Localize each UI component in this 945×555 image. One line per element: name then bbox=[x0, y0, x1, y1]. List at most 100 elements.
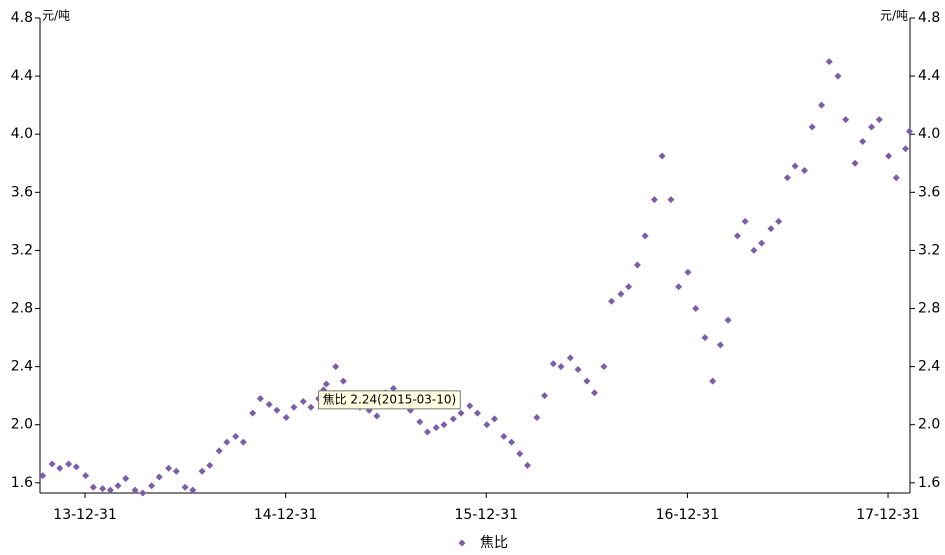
point bbox=[791, 162, 799, 170]
point bbox=[750, 246, 758, 254]
point bbox=[758, 239, 766, 247]
point bbox=[239, 438, 247, 446]
point bbox=[523, 461, 531, 469]
point bbox=[265, 400, 273, 408]
point bbox=[249, 409, 257, 417]
point bbox=[600, 363, 608, 371]
x-tick-label: 17-12-31 bbox=[856, 507, 920, 523]
y-tick-label: 3.6 bbox=[11, 184, 33, 200]
tooltip-text: 焦比 2.24(2015-03-10) bbox=[323, 392, 457, 406]
point bbox=[825, 58, 833, 66]
point bbox=[724, 316, 732, 324]
point bbox=[339, 377, 347, 385]
point bbox=[658, 152, 666, 160]
point bbox=[741, 217, 749, 225]
y2-tick-label: 2.8 bbox=[918, 301, 940, 317]
point bbox=[875, 116, 883, 124]
point bbox=[473, 409, 481, 417]
point bbox=[198, 467, 206, 475]
point bbox=[99, 485, 107, 493]
point bbox=[48, 460, 56, 468]
y2-tick-label: 3.6 bbox=[918, 184, 940, 200]
point bbox=[834, 72, 842, 80]
point bbox=[574, 366, 582, 374]
point bbox=[617, 290, 625, 298]
point bbox=[273, 406, 281, 414]
point bbox=[114, 482, 122, 490]
point bbox=[223, 438, 231, 446]
point bbox=[232, 432, 240, 440]
point bbox=[39, 472, 47, 480]
y2-tick-label: 4.0 bbox=[918, 126, 940, 142]
point bbox=[165, 464, 173, 472]
point bbox=[557, 363, 565, 371]
point bbox=[541, 392, 549, 400]
point bbox=[818, 101, 826, 109]
point bbox=[650, 196, 658, 204]
y2-axis-label: 元/吨 bbox=[880, 9, 908, 23]
point bbox=[89, 483, 97, 491]
y-tick-label: 2.4 bbox=[11, 359, 33, 375]
y-tick-label: 2.0 bbox=[11, 417, 33, 433]
point bbox=[466, 402, 474, 410]
point bbox=[206, 461, 214, 469]
legend-marker bbox=[458, 539, 466, 547]
point bbox=[432, 424, 440, 432]
point bbox=[733, 232, 741, 240]
point bbox=[181, 483, 189, 491]
point bbox=[389, 384, 397, 392]
y-tick-label: 4.0 bbox=[11, 126, 33, 142]
y-axis-label: 元/吨 bbox=[42, 9, 70, 23]
point bbox=[290, 403, 298, 411]
point bbox=[106, 486, 114, 494]
point bbox=[122, 474, 130, 482]
point bbox=[608, 297, 616, 305]
point bbox=[500, 432, 508, 440]
point bbox=[842, 116, 850, 124]
point bbox=[508, 438, 516, 446]
point bbox=[591, 389, 599, 397]
point bbox=[851, 159, 859, 167]
x-tick-label: 16-12-31 bbox=[656, 507, 720, 523]
point bbox=[282, 413, 290, 421]
point bbox=[859, 137, 867, 145]
point bbox=[902, 145, 910, 153]
legend-label: 焦比 bbox=[480, 535, 508, 551]
point bbox=[775, 217, 783, 225]
point bbox=[172, 467, 180, 475]
point bbox=[641, 232, 649, 240]
point bbox=[566, 354, 574, 362]
point bbox=[583, 377, 591, 385]
point bbox=[667, 196, 675, 204]
point bbox=[633, 261, 641, 269]
point bbox=[457, 409, 465, 417]
point bbox=[800, 167, 808, 175]
point bbox=[868, 123, 876, 131]
point bbox=[215, 447, 223, 455]
point bbox=[148, 482, 156, 490]
y-tick-label: 1.6 bbox=[11, 475, 33, 491]
y-tick-label: 3.2 bbox=[11, 242, 33, 258]
point bbox=[783, 174, 791, 182]
x-tick-label: 14-12-31 bbox=[254, 507, 318, 523]
point bbox=[139, 489, 147, 497]
tooltip-box bbox=[318, 390, 461, 410]
point bbox=[332, 363, 340, 371]
y2-tick-label: 2.0 bbox=[918, 417, 940, 433]
point bbox=[892, 174, 900, 182]
point bbox=[189, 486, 197, 494]
y-tick-label: 4.8 bbox=[11, 10, 33, 26]
point bbox=[322, 380, 330, 388]
point bbox=[423, 428, 431, 436]
y2-tick-label: 3.2 bbox=[918, 242, 940, 258]
point bbox=[549, 360, 557, 368]
y2-tick-label: 4.8 bbox=[918, 10, 940, 26]
point bbox=[905, 127, 913, 135]
y-tick-label: 4.4 bbox=[11, 68, 33, 84]
point bbox=[516, 450, 524, 458]
point bbox=[155, 473, 163, 481]
point bbox=[131, 486, 139, 494]
point bbox=[65, 460, 73, 468]
point bbox=[709, 377, 717, 385]
